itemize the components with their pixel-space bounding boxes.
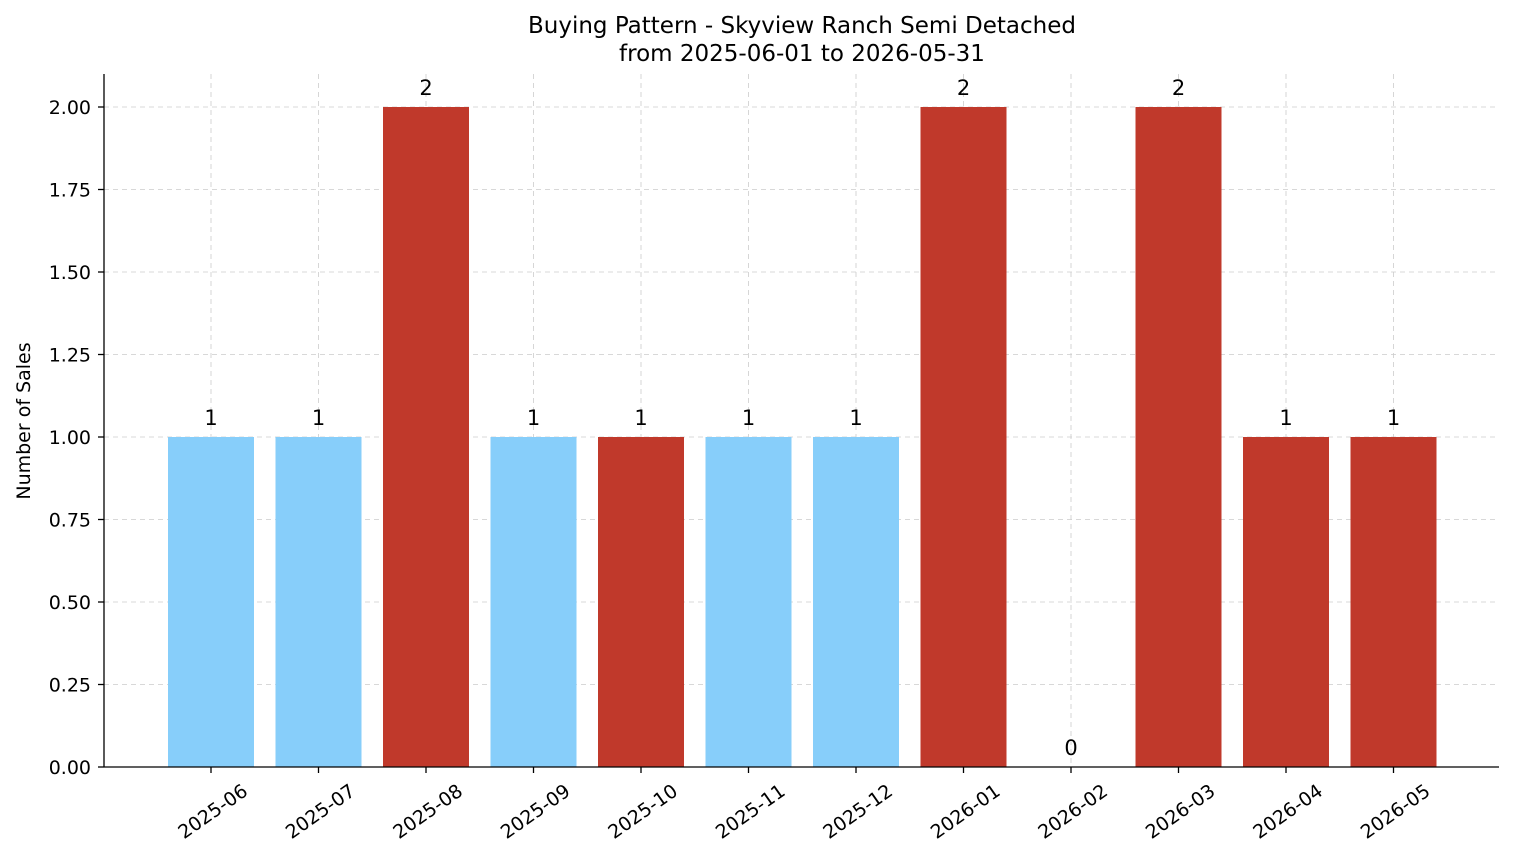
bar-2025-07 — [275, 437, 362, 767]
x-tick-label: 2026-05 — [1357, 780, 1435, 844]
x-tick-label: 2026-03 — [1142, 780, 1220, 844]
data-label-2025-06: 1 — [204, 406, 217, 430]
data-label-2025-08: 2 — [419, 76, 432, 100]
y-tick-label: 0.50 — [49, 592, 91, 614]
bar-2025-11 — [705, 437, 792, 767]
x-tick-label: 2025-12 — [819, 780, 897, 844]
data-label-2026-02: 0 — [1064, 736, 1077, 760]
data-label-2026-05: 1 — [1387, 406, 1400, 430]
y-tick-label: 1.00 — [49, 427, 91, 449]
data-label-2025-12: 1 — [849, 406, 862, 430]
x-tick-label: 2025-10 — [604, 780, 682, 844]
x-tick-label: 2025-11 — [712, 780, 790, 844]
y-tick-label: 1.25 — [49, 345, 91, 367]
bar-2025-12 — [813, 437, 899, 767]
bar-2026-03 — [1135, 107, 1222, 767]
y-tick-label: 0.25 — [49, 675, 91, 697]
x-tick-label: 2025-08 — [389, 780, 467, 844]
bar-2025-06 — [168, 437, 254, 767]
y-tick-label: 1.75 — [49, 180, 91, 202]
y-tick-label: 0.75 — [49, 510, 91, 532]
x-tick-label: 2025-06 — [174, 780, 252, 844]
y-tick-label: 0.00 — [49, 757, 91, 779]
bar-2026-01 — [920, 107, 1007, 767]
data-label-2026-03: 2 — [1172, 76, 1185, 100]
data-label-2025-11: 1 — [742, 406, 755, 430]
x-tick-label: 2026-04 — [1249, 780, 1327, 844]
y-tick-label: 1.50 — [49, 262, 91, 284]
x-tick-label: 2026-01 — [927, 780, 1005, 844]
bar-2026-04 — [1243, 437, 1329, 767]
bar-2025-10 — [598, 437, 684, 767]
bar-2026-05 — [1350, 437, 1437, 767]
bar-2025-09 — [490, 437, 577, 767]
data-label-2026-01: 2 — [957, 76, 970, 100]
chart-subtitle: from 2025-06-01 to 2026-05-31 — [619, 41, 985, 67]
data-labels: 1 1 2 1 1 1 1 2 0 2 1 1 — [204, 76, 1400, 760]
y-axis-label: Number of Sales — [13, 342, 35, 499]
x-tick-label: 2025-07 — [282, 780, 360, 844]
data-label-2025-07: 1 — [312, 406, 325, 430]
data-label-2026-04: 1 — [1279, 406, 1292, 430]
data-label-2025-09: 1 — [527, 406, 540, 430]
bar-2025-08 — [383, 107, 469, 767]
chart-title: Buying Pattern - Skyview Ranch Semi Deta… — [528, 13, 1076, 39]
bars — [168, 107, 1437, 767]
x-tick-label: 2025-09 — [497, 780, 575, 844]
x-tick-label: 2026-02 — [1034, 780, 1112, 844]
y-tick-label: 2.00 — [49, 97, 91, 119]
data-label-2025-10: 1 — [634, 406, 647, 430]
